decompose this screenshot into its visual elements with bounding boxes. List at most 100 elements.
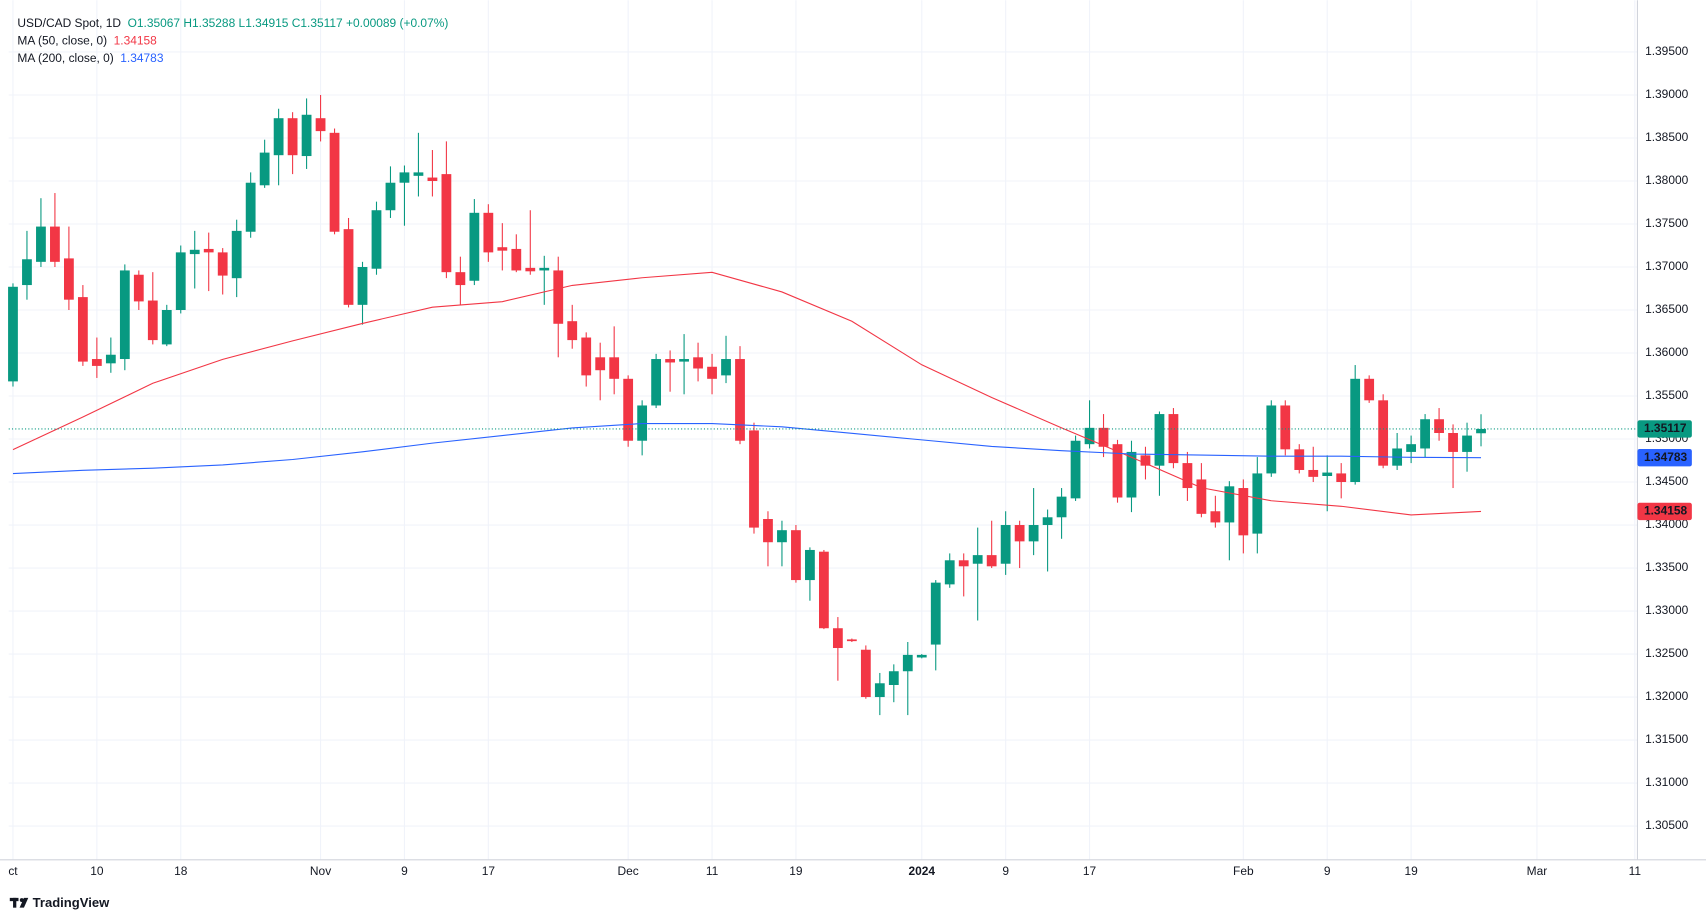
candle-body xyxy=(1196,479,1207,514)
candle-body xyxy=(539,267,550,271)
candle-body xyxy=(189,249,200,255)
candle-body xyxy=(1070,440,1081,499)
candle-body xyxy=(1126,451,1137,498)
candle-body xyxy=(1252,473,1263,534)
candle-body xyxy=(1182,463,1193,489)
y-tick-label: 1.35500 xyxy=(1645,388,1689,402)
y-tick-label: 1.31000 xyxy=(1645,775,1689,789)
candle-body xyxy=(22,259,32,286)
candle-body xyxy=(735,359,745,441)
candle-body xyxy=(1406,444,1417,452)
y-tick-label: 1.31500 xyxy=(1645,732,1689,746)
candle-body xyxy=(315,118,326,132)
candle-body xyxy=(1280,405,1291,450)
candle-body xyxy=(1420,419,1430,449)
candle-body xyxy=(441,174,452,273)
symbol: USD/CAD Spot, 1D xyxy=(17,16,121,30)
candle-body xyxy=(399,172,410,183)
candle-body xyxy=(1000,525,1011,564)
candle-body xyxy=(8,286,18,382)
candle-body xyxy=(1434,419,1444,433)
candle-body xyxy=(231,230,242,279)
candle-body xyxy=(916,654,927,658)
x-tick-label: 17 xyxy=(482,864,496,878)
x-tick-label: 9 xyxy=(401,864,408,878)
candle-body xyxy=(874,683,885,698)
moving-average-line xyxy=(12,422,1482,475)
candle-body xyxy=(860,649,871,698)
candle-body xyxy=(343,229,354,305)
candle-body xyxy=(623,378,634,441)
candle-body xyxy=(413,172,424,176)
candle-body xyxy=(1014,525,1025,542)
x-tick-label: Mar xyxy=(1527,864,1548,878)
candle-body xyxy=(105,354,116,364)
candle-body xyxy=(707,366,717,379)
candle-body xyxy=(50,226,60,262)
candle-body xyxy=(1056,496,1067,518)
candle-body xyxy=(749,430,759,528)
legend-value: 1.34158 xyxy=(114,34,158,48)
candle-body xyxy=(36,226,46,262)
candle-body xyxy=(665,359,675,363)
candle-body xyxy=(203,248,214,253)
candle-body xyxy=(986,555,997,567)
x-tick-label: Dec xyxy=(618,864,639,878)
y-tick-label: 1.34500 xyxy=(1645,474,1689,488)
logo-shape xyxy=(13,897,17,908)
candle-body xyxy=(1168,414,1179,464)
candle-body xyxy=(972,555,983,564)
candle-body xyxy=(301,114,312,157)
candle-body xyxy=(651,359,662,406)
candle-body xyxy=(791,530,801,581)
candle-body xyxy=(245,182,256,232)
brand-logo: TradingView xyxy=(9,895,110,910)
y-tick-label: 1.38500 xyxy=(1645,130,1689,144)
x-tick-label: 11 xyxy=(706,864,719,878)
price-label: 1.34158 xyxy=(1644,504,1688,518)
candle-body xyxy=(581,337,592,376)
candle-body xyxy=(1238,488,1249,536)
candle-body xyxy=(161,310,172,345)
ohlc: O1.35067 H1.35288 L1.34915 C1.35117 +0.0… xyxy=(128,16,449,30)
x-tick-label: 19 xyxy=(789,864,803,878)
candle-body xyxy=(329,132,340,232)
candle-body xyxy=(777,530,787,543)
candle-body xyxy=(832,628,843,649)
candle-body xyxy=(553,270,564,324)
candle-body xyxy=(1266,405,1277,474)
candle-body xyxy=(1448,432,1458,452)
candle-body xyxy=(133,274,144,302)
candle-body xyxy=(119,270,130,360)
y-tick-label: 1.32000 xyxy=(1645,689,1689,703)
candle-body xyxy=(64,258,74,300)
candle-body xyxy=(483,212,494,253)
candle-body xyxy=(525,267,536,272)
y-tick-label: 1.39500 xyxy=(1645,44,1689,58)
candle-body xyxy=(511,248,522,271)
price-label-box xyxy=(1637,420,1692,438)
candle-body xyxy=(1462,435,1472,452)
moving-average-line xyxy=(12,271,1482,516)
candle-body xyxy=(1350,378,1361,483)
candle-body xyxy=(497,247,508,251)
candle-body xyxy=(371,210,382,269)
candle-body xyxy=(1140,455,1151,466)
candle-body xyxy=(958,560,969,567)
candle-body xyxy=(175,252,186,311)
candle-body xyxy=(595,357,606,371)
price-label: 1.34783 xyxy=(1644,450,1688,464)
plot xyxy=(8,94,1638,716)
candle-body xyxy=(567,321,578,341)
candle-body xyxy=(902,654,913,672)
candle-body xyxy=(1210,511,1221,523)
candle-body xyxy=(818,551,829,629)
y-tick-label: 1.30500 xyxy=(1645,818,1689,832)
candle-body xyxy=(1378,400,1389,466)
x-tick-label: 19 xyxy=(1404,864,1418,878)
candle-body xyxy=(805,549,815,581)
price-label-box xyxy=(1637,502,1692,521)
candle-body xyxy=(930,582,941,645)
candle-body xyxy=(1098,427,1109,447)
